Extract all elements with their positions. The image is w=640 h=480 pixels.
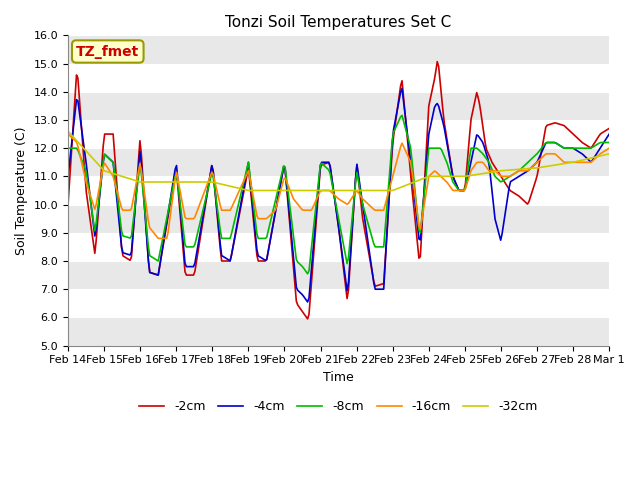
X-axis label: Time: Time xyxy=(323,371,354,384)
Bar xyxy=(68,289,609,317)
Line: -4cm: -4cm xyxy=(68,88,609,302)
Line: -32cm: -32cm xyxy=(68,131,609,191)
Bar xyxy=(68,148,609,176)
Bar xyxy=(68,261,609,289)
-16cm xyxy=(425,173,433,179)
-16cm xyxy=(605,145,613,151)
-4cm xyxy=(426,125,434,131)
-4cm xyxy=(77,119,84,125)
-8cm xyxy=(444,160,451,166)
-8cm xyxy=(351,180,359,186)
-8cm xyxy=(112,182,120,188)
-32cm xyxy=(442,173,449,179)
Text: TZ_fmet: TZ_fmet xyxy=(76,45,140,59)
Legend: -2cm, -4cm, -8cm, -16cm, -32cm: -2cm, -4cm, -8cm, -16cm, -32cm xyxy=(134,396,543,418)
Bar xyxy=(68,204,609,233)
-16cm xyxy=(288,192,296,198)
-4cm xyxy=(351,176,359,182)
-16cm xyxy=(154,236,162,241)
-4cm xyxy=(304,299,312,305)
-2cm xyxy=(77,114,84,120)
-32cm xyxy=(288,188,296,193)
-2cm xyxy=(433,59,441,64)
-2cm xyxy=(444,138,451,144)
Bar xyxy=(68,36,609,63)
-16cm xyxy=(351,189,359,195)
Line: -2cm: -2cm xyxy=(68,61,609,319)
-32cm xyxy=(351,188,359,193)
-32cm xyxy=(112,171,120,177)
-2cm xyxy=(425,103,433,109)
-2cm xyxy=(287,232,294,238)
-4cm xyxy=(444,141,451,147)
Title: Tonzi Soil Temperatures Set C: Tonzi Soil Temperatures Set C xyxy=(225,15,452,30)
-16cm xyxy=(64,131,72,137)
Bar xyxy=(68,63,609,92)
-8cm xyxy=(304,271,312,276)
Bar xyxy=(68,317,609,346)
-4cm xyxy=(287,225,294,230)
-8cm xyxy=(398,112,406,118)
-32cm xyxy=(64,128,72,134)
-2cm xyxy=(351,177,359,183)
-2cm xyxy=(304,316,312,322)
-16cm xyxy=(442,178,449,184)
-4cm xyxy=(398,85,406,91)
Line: -8cm: -8cm xyxy=(68,115,609,274)
-32cm xyxy=(244,188,252,193)
-16cm xyxy=(112,184,120,190)
Bar xyxy=(68,92,609,120)
-8cm xyxy=(64,145,72,151)
-32cm xyxy=(425,173,433,179)
-8cm xyxy=(426,145,434,151)
-32cm xyxy=(605,151,613,156)
-8cm xyxy=(605,140,613,145)
-8cm xyxy=(287,210,294,216)
-16cm xyxy=(77,156,84,161)
-32cm xyxy=(77,142,84,148)
-4cm xyxy=(605,131,613,137)
Bar xyxy=(68,176,609,204)
Bar xyxy=(68,233,609,261)
-2cm xyxy=(605,126,613,132)
-2cm xyxy=(112,169,120,175)
-4cm xyxy=(112,188,120,193)
-4cm xyxy=(64,173,72,179)
-8cm xyxy=(77,155,84,160)
Bar xyxy=(68,120,609,148)
-2cm xyxy=(64,202,72,207)
Y-axis label: Soil Temperature (C): Soil Temperature (C) xyxy=(15,126,28,255)
Line: -16cm: -16cm xyxy=(68,134,609,239)
